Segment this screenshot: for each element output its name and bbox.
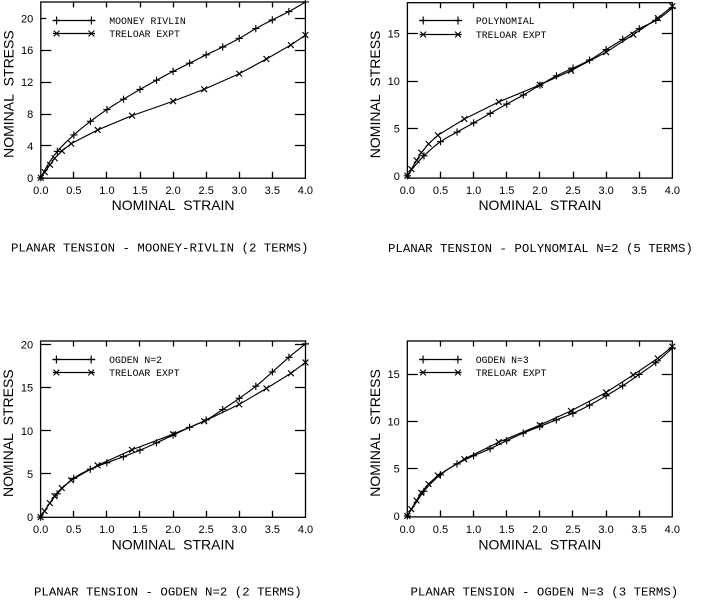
svg-text:TRELOAR EXPT: TRELOAR EXPT	[476, 30, 547, 41]
svg-text:NOMINAL STRESS: NOMINAL STRESS	[367, 31, 383, 159]
svg-text:3.0: 3.0	[232, 185, 247, 197]
svg-text:PLANAR TENSION - OGDEN N=3 (3: PLANAR TENSION - OGDEN N=3 (3 TERMS)	[411, 585, 679, 599]
svg-text:0.0: 0.0	[33, 524, 48, 536]
svg-text:5: 5	[394, 123, 400, 135]
svg-text:2.5: 2.5	[199, 524, 214, 536]
svg-text:1.5: 1.5	[132, 185, 147, 197]
svg-text:15: 15	[388, 29, 400, 41]
svg-text:2.5: 2.5	[199, 185, 214, 197]
svg-text:TRELOAR EXPT: TRELOAR EXPT	[109, 29, 180, 40]
svg-text:NOMINAL STRAIN: NOMINAL STRAIN	[112, 197, 235, 213]
svg-text:2.0: 2.0	[165, 185, 180, 197]
svg-text:0: 0	[394, 171, 400, 183]
svg-text:20: 20	[21, 339, 33, 351]
svg-text:3.0: 3.0	[599, 185, 614, 197]
svg-text:12: 12	[21, 77, 33, 89]
svg-text:20: 20	[21, 13, 33, 25]
svg-text:OGDEN N=2: OGDEN N=2	[109, 355, 162, 366]
svg-text:NOMINAL STRAIN: NOMINAL STRAIN	[478, 197, 601, 213]
svg-text:1.0: 1.0	[466, 524, 481, 536]
svg-text:PLANAR TENSION - POLYNOMIAL N=: PLANAR TENSION - POLYNOMIAL N=2 (5 TERMS…	[388, 242, 693, 256]
svg-text:MOONEY RIVLIN: MOONEY RIVLIN	[109, 16, 186, 27]
svg-text:10: 10	[388, 416, 400, 428]
svg-text:3.5: 3.5	[265, 185, 280, 197]
svg-text:3.5: 3.5	[632, 185, 647, 197]
svg-text:10: 10	[21, 426, 33, 438]
svg-text:0.5: 0.5	[66, 185, 81, 197]
svg-text:POLYNOMIAL: POLYNOMIAL	[476, 16, 535, 27]
svg-text:5: 5	[27, 469, 33, 481]
svg-text:16: 16	[21, 45, 33, 57]
svg-text:0: 0	[27, 173, 33, 185]
svg-text:5: 5	[394, 464, 400, 476]
svg-text:10: 10	[388, 76, 400, 88]
svg-text:4.0: 4.0	[665, 524, 680, 536]
svg-text:4.0: 4.0	[298, 524, 313, 536]
svg-text:2.0: 2.0	[165, 524, 180, 536]
svg-text:2.5: 2.5	[565, 185, 580, 197]
svg-text:PLANAR TENSION - OGDEN N=2 (2: PLANAR TENSION - OGDEN N=2 (2 TERMS)	[34, 585, 302, 599]
svg-text:4.0: 4.0	[298, 185, 313, 197]
svg-text:1.0: 1.0	[99, 185, 114, 197]
svg-text:0: 0	[27, 512, 33, 524]
svg-text:2.0: 2.0	[532, 524, 547, 536]
svg-text:NOMINAL STRAIN: NOMINAL STRAIN	[112, 536, 235, 552]
svg-text:0.5: 0.5	[433, 185, 448, 197]
svg-text:0.0: 0.0	[400, 524, 415, 536]
svg-text:TRELOAR EXPT: TRELOAR EXPT	[109, 368, 180, 379]
svg-text:NOMINAL STRESS: NOMINAL STRESS	[0, 369, 16, 497]
svg-text:1.0: 1.0	[99, 524, 114, 536]
svg-text:1.5: 1.5	[499, 524, 514, 536]
svg-text:0.5: 0.5	[433, 524, 448, 536]
svg-text:0: 0	[394, 511, 400, 523]
svg-text:4.0: 4.0	[665, 185, 680, 197]
svg-text:1.5: 1.5	[499, 185, 514, 197]
svg-text:1.0: 1.0	[466, 185, 481, 197]
svg-text:15: 15	[21, 383, 33, 395]
svg-text:3.5: 3.5	[632, 524, 647, 536]
svg-text:NOMINAL STRESS: NOMINAL STRESS	[367, 369, 383, 497]
svg-text:TRELOAR EXPT: TRELOAR EXPT	[476, 368, 547, 379]
svg-text:15: 15	[388, 369, 400, 381]
svg-text:OGDEN N=3: OGDEN N=3	[476, 355, 529, 366]
svg-text:3.5: 3.5	[265, 524, 280, 536]
svg-text:NOMINAL STRESS: NOMINAL STRESS	[0, 30, 16, 158]
svg-text:2.0: 2.0	[532, 185, 547, 197]
svg-text:0.5: 0.5	[66, 524, 81, 536]
svg-text:NOMINAL STRAIN: NOMINAL STRAIN	[478, 536, 601, 552]
svg-text:3.0: 3.0	[232, 524, 247, 536]
svg-text:0.0: 0.0	[33, 185, 48, 197]
svg-text:4: 4	[27, 141, 33, 153]
svg-text:3.0: 3.0	[598, 524, 613, 536]
svg-text:PLANAR TENSION - MOONEY-RIVLIN: PLANAR TENSION - MOONEY-RIVLIN (2 TERMS)	[11, 242, 308, 256]
svg-text:0.0: 0.0	[400, 185, 415, 197]
svg-text:2.5: 2.5	[565, 524, 580, 536]
svg-text:8: 8	[27, 109, 33, 121]
svg-text:1.5: 1.5	[132, 524, 147, 536]
